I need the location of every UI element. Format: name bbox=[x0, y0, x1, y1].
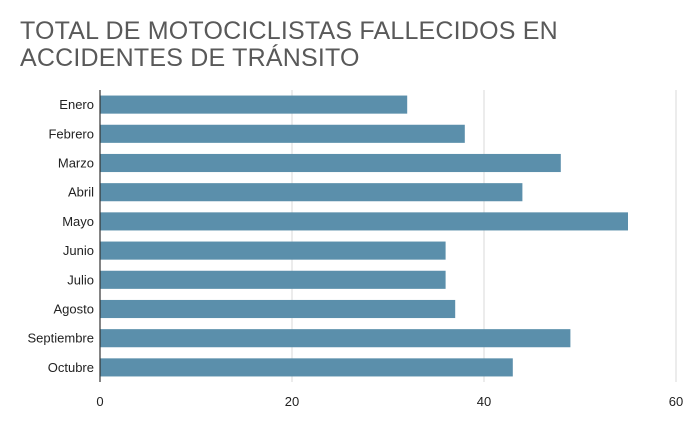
bar-agosto bbox=[100, 299, 456, 319]
category-label-febrero: Febrero bbox=[48, 126, 94, 141]
bars bbox=[100, 95, 628, 377]
bar-octubre bbox=[100, 358, 513, 377]
bar-abril bbox=[100, 183, 523, 202]
category-labels: Enero Febrero Marzo Abril Mayo Junio Julio Agos… bbox=[28, 97, 95, 375]
bar-septiembre bbox=[100, 329, 571, 348]
category-label-octubre: Octubre bbox=[48, 360, 94, 375]
category-label-abril: Abril bbox=[68, 185, 94, 200]
bar-julio bbox=[100, 270, 446, 289]
x-tick-20: 20 bbox=[285, 394, 299, 409]
x-tick-60: 60 bbox=[669, 394, 683, 409]
chart-title: TOTAL DE MOTOCICLISTAS FALLECIDOS EN ACC… bbox=[20, 17, 558, 72]
x-tick-labels: 0 20 40 60 bbox=[96, 394, 683, 409]
bar-enero bbox=[100, 95, 408, 114]
x-tick-0: 0 bbox=[96, 394, 103, 409]
category-label-julio: Julio bbox=[67, 272, 94, 287]
category-label-mayo: Mayo bbox=[62, 214, 94, 229]
bar-marzo bbox=[100, 153, 561, 173]
category-label-junio: Junio bbox=[63, 243, 94, 258]
bar-febrero bbox=[100, 124, 465, 143]
category-label-enero: Enero bbox=[59, 97, 94, 112]
bar-mayo bbox=[100, 212, 628, 231]
bar-junio bbox=[100, 241, 446, 260]
category-label-marzo: Marzo bbox=[58, 156, 94, 171]
category-label-agosto: Agosto bbox=[54, 302, 94, 317]
x-tick-40: 40 bbox=[477, 394, 491, 409]
category-label-septiembre: Septiembre bbox=[28, 331, 94, 346]
